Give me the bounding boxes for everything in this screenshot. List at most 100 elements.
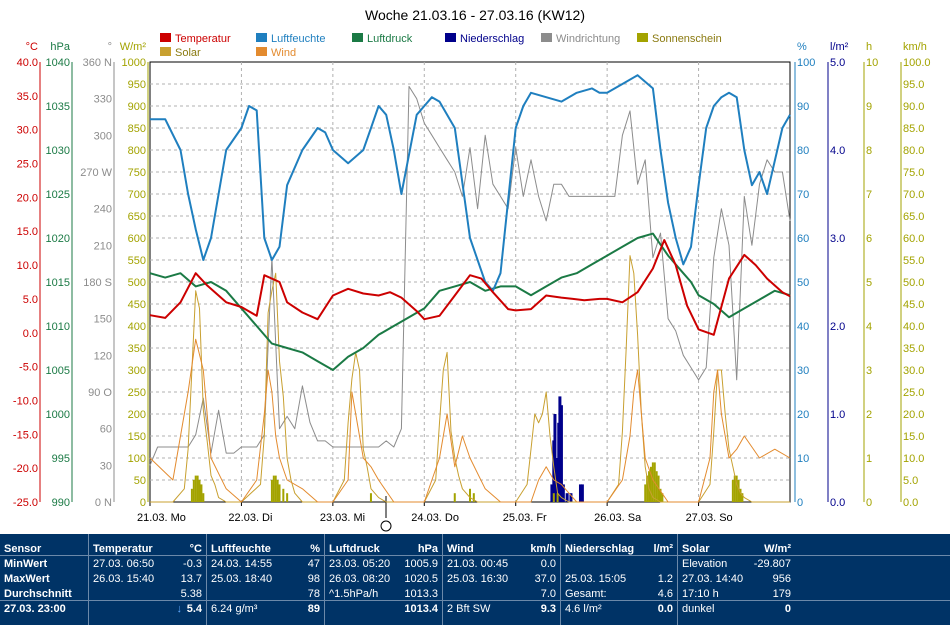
axis-tick-label: 20.0 — [17, 192, 38, 204]
stats-value: 47 — [307, 558, 320, 570]
stats-label: MinWert — [4, 558, 48, 570]
rain-bar — [580, 484, 584, 502]
stats-header-unit: % — [310, 543, 320, 555]
axis-tick-label: 1020 — [46, 233, 70, 245]
sunshine-bar — [200, 484, 203, 502]
stats-value: 89 — [307, 603, 320, 615]
legend-swatch — [541, 33, 552, 42]
legend-label: Luftdruck — [367, 33, 413, 45]
axis-tick-label: 0 — [140, 497, 146, 509]
axis-tick-label: 60 — [797, 233, 809, 245]
legend-label: Luftfeuchte — [271, 33, 325, 45]
axis-tick-label: 3 — [866, 365, 872, 377]
stats-value: 5.4 — [186, 603, 202, 615]
stats-value: 0.0 — [540, 558, 556, 570]
axis-tick-label: 850 — [128, 123, 146, 135]
sunshine-bar — [649, 466, 652, 502]
axis-tick-label: 5.0 — [23, 294, 38, 306]
sunshine-bar — [192, 480, 195, 502]
stats-row: MaxWert — [4, 572, 83, 586]
sunshine-bar — [469, 488, 471, 502]
stats-label: 25.03. 16:30 — [447, 573, 509, 585]
stats-row: 23.03. 05:20 1005.9 — [329, 557, 438, 571]
axis-unit: % — [797, 41, 807, 53]
sunshine-bar — [194, 475, 197, 502]
series-line-temperatur — [149, 239, 791, 336]
stats-label: Durchschnitt — [4, 588, 72, 600]
axis-tick-label: 10 — [866, 57, 878, 69]
axis-tick-label: 50.0 — [903, 277, 924, 289]
stats-header-title: Wind — [447, 543, 474, 555]
axis-unit: hPa — [50, 41, 70, 53]
axis-tick-label: 400 — [128, 321, 146, 333]
axis-tick-label: 300 — [94, 130, 112, 142]
stats-label: 17:10 h — [682, 588, 719, 600]
stats-header: Temperatur °C — [93, 542, 202, 556]
axis-tick-label: 1000 — [46, 409, 70, 421]
axis-unit: °C — [26, 41, 38, 53]
axis-tick-label: 1 — [866, 453, 872, 465]
stats-row: Elevation -29.807 — [682, 557, 791, 571]
axis-tick-label: 100 — [128, 453, 146, 465]
axis-tick-label: -20.0 — [13, 463, 38, 475]
axis-tick-label: 9 — [866, 101, 872, 113]
axis-tick-label: 1040 — [46, 57, 70, 69]
rain-bar — [578, 484, 582, 502]
axis-unit: W/m² — [120, 41, 147, 53]
stats-value: 37.0 — [534, 573, 556, 585]
axis-tick-label: 330 — [94, 94, 112, 106]
axis-tick-label: 0.0 — [903, 497, 918, 509]
stats-label: 25.03. 18:40 — [211, 573, 273, 585]
axis-tick-label: 5.0 — [903, 475, 918, 487]
legend-swatch — [352, 33, 363, 42]
axis-tick-label: 1.0 — [830, 409, 845, 421]
rain-bar — [559, 405, 563, 502]
stats-header-unit: km/h — [530, 543, 556, 555]
axis-tick-label: 80 — [797, 145, 809, 157]
axis-tick-label: 500 — [128, 277, 146, 289]
stats-label: ^1.5hPa/h — [329, 588, 379, 600]
stats-row: 27.03. 06:50 -0.3 — [93, 557, 202, 571]
legend-label: Windrichtung — [556, 33, 620, 45]
sunshine-bar — [274, 475, 277, 502]
axis-tick-label: 4.0 — [830, 145, 845, 157]
rain-bar — [565, 493, 569, 502]
stats-row: Durchschnitt — [4, 587, 83, 601]
stats-value: -29.807 — [753, 558, 791, 570]
axis-tick-label: 20 — [797, 409, 809, 421]
axis-tick-label: 450 — [128, 299, 146, 311]
stats-value: 0 — [784, 603, 791, 615]
axis-tick-label: 8 — [866, 145, 872, 157]
axis-unit: km/h — [903, 41, 927, 53]
stats-column: Niederschlag l/m² 25.03. 15:05 1.2 Gesamt: 4.… — [560, 534, 677, 625]
stats-label: 24.03. 14:55 — [211, 558, 273, 570]
axis-tick-label: 250 — [128, 387, 146, 399]
axis-tick-label: -5.0 — [19, 362, 38, 374]
stats-header: Luftfeuchte% — [211, 542, 320, 556]
axis-tick-label: 1005 — [46, 365, 70, 377]
axis-tick-label: 90.0 — [903, 101, 924, 113]
axis-tick-label: 85.0 — [903, 123, 924, 135]
stats-column: Sensor MinWert MaxWert Durchschnitt 27.03. 2… — [0, 534, 87, 625]
axis-tick-label: 25.0 — [17, 159, 38, 171]
weather-chart: Woche 21.03.16 - 27.03.16 (KW12) Temperat… — [13, 7, 931, 532]
axis-tick-label: 5.0 — [830, 57, 845, 69]
axis-tick-label: 1010 — [46, 321, 70, 333]
stats-value: 78 — [307, 588, 320, 600]
stats-label: 27.03. 23:00 — [4, 603, 66, 615]
stats-row: ↓ 5.4 — [93, 602, 203, 616]
stats-label: 27.03. 06:50 — [93, 558, 155, 570]
stats-column: Temperatur °C 27.03. 06:50 -0.3 26.03. 15:40… — [88, 534, 206, 625]
stats-value: 4.6 — [657, 588, 673, 600]
legend-label: Niederschlag — [460, 33, 524, 45]
stats-row: MinWert — [4, 557, 83, 571]
axis-tick-label: 350 — [128, 343, 146, 355]
axis-tick-label: 270 W — [80, 167, 112, 179]
stats-label: Gesamt: — [565, 588, 607, 600]
axis-tick-label: 360 N — [83, 57, 112, 69]
stats-row: 1013.4 — [329, 602, 438, 616]
legend-label: Temperatur — [175, 33, 231, 45]
stats-row: 7.0 — [447, 587, 556, 601]
legend-swatch — [445, 33, 456, 42]
stats-label: MaxWert — [4, 573, 50, 585]
